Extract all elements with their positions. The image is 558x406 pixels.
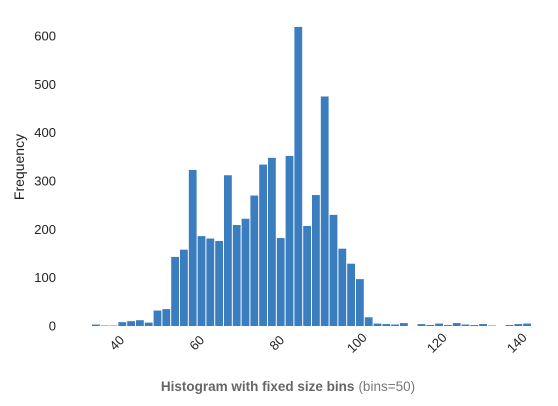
histogram-bar-31 — [365, 317, 373, 326]
histogram-bar-35 — [400, 323, 408, 326]
histogram-bar-26 — [321, 96, 329, 326]
y-tick-label: 300 — [34, 174, 56, 189]
histogram-bars — [92, 27, 531, 326]
histogram-bar-41 — [453, 323, 461, 326]
histogram-bar-10 — [180, 250, 188, 326]
histogram-bar-0 — [92, 325, 100, 326]
y-tick-label: 400 — [34, 125, 56, 140]
histogram-bar-47 — [506, 325, 514, 326]
histogram-bar-7 — [154, 311, 162, 326]
x-tick-label: 120 — [424, 330, 450, 356]
histogram-bar-15 — [224, 175, 232, 326]
histogram-bar-44 — [479, 324, 487, 326]
histogram-bar-21 — [277, 238, 285, 326]
y-tick-label: 600 — [34, 29, 56, 44]
histogram-bar-13 — [206, 239, 214, 326]
histogram-bar-39 — [435, 324, 443, 326]
histogram-bar-30 — [356, 279, 364, 326]
histogram-bar-43 — [470, 325, 478, 326]
x-tick-label: 80 — [266, 332, 287, 353]
histogram-bar-24 — [303, 226, 311, 326]
histogram-bar-19 — [259, 165, 267, 326]
histogram-bar-9 — [171, 257, 179, 326]
histogram-bar-48 — [514, 324, 522, 326]
histogram-bar-8 — [162, 309, 170, 326]
histogram-bar-25 — [312, 195, 320, 326]
histogram-bar-16 — [233, 225, 241, 326]
histogram-bar-29 — [347, 264, 355, 326]
histogram-bar-20 — [268, 158, 276, 326]
histogram-bar-42 — [462, 325, 470, 326]
histogram-bar-33 — [382, 324, 390, 326]
histogram-bar-12 — [198, 236, 206, 326]
histogram-bar-34 — [391, 325, 399, 326]
y-axis-ticks: 0 100 200 300 400 500 600 — [34, 29, 56, 334]
y-tick-label: 200 — [34, 222, 56, 237]
y-tick-label: 100 — [34, 270, 56, 285]
histogram-bar-38 — [426, 325, 434, 326]
histogram-bar-28 — [338, 249, 346, 326]
histogram-bar-5 — [136, 320, 144, 326]
histogram-bar-23 — [294, 27, 302, 326]
histogram-bar-18 — [250, 196, 258, 326]
histogram-bar-49 — [523, 324, 531, 326]
y-tick-label: 500 — [34, 77, 56, 92]
histogram-bar-32 — [374, 324, 382, 326]
chart-title-subtitle: (bins=50) — [358, 379, 415, 394]
x-tick-label: 40 — [106, 332, 127, 353]
y-axis-label: Frequency — [11, 134, 27, 200]
x-tick-label: 140 — [504, 330, 530, 356]
chart-title-main: Histogram with fixed size bins — [161, 379, 355, 394]
chart-title: Histogram with fixed size bins (bins=50) — [161, 379, 415, 394]
histogram-bar-27 — [330, 215, 338, 326]
histogram-bar-6 — [145, 323, 153, 326]
histogram-bar-11 — [189, 170, 197, 326]
histogram-bar-3 — [118, 322, 126, 326]
histogram-bar-37 — [418, 324, 426, 326]
y-tick-label: 0 — [49, 319, 56, 334]
histogram-bar-40 — [444, 325, 452, 326]
histogram-bar-4 — [127, 321, 135, 326]
histogram-bar-17 — [242, 219, 250, 326]
x-tick-label: 100 — [344, 330, 370, 356]
x-tick-label: 60 — [186, 332, 207, 353]
x-axis-ticks: 40 60 80 100 120 140 — [106, 330, 529, 356]
histogram-bar-14 — [215, 241, 223, 326]
histogram-bar-22 — [286, 156, 294, 326]
